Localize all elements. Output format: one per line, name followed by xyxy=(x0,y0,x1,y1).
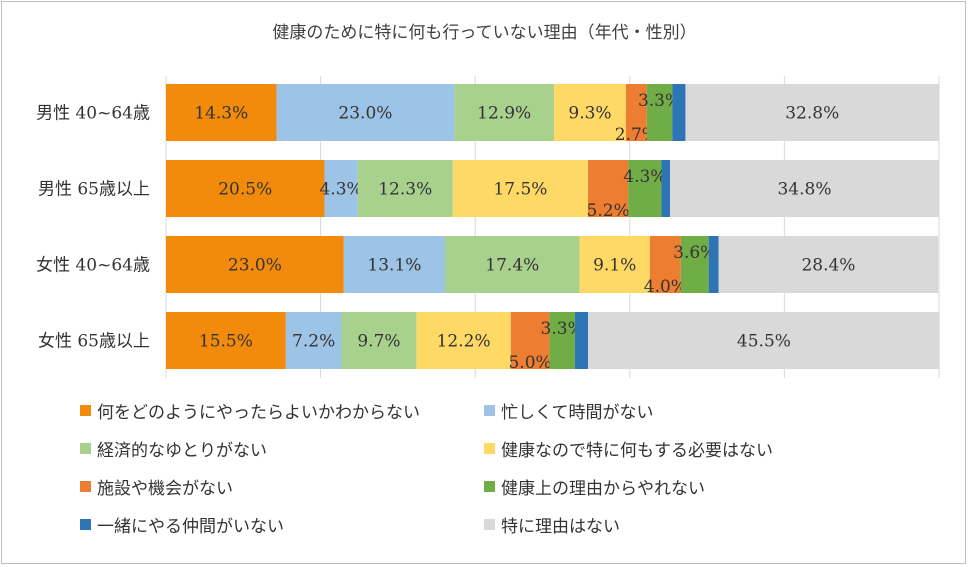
bar-segment xyxy=(685,84,939,141)
legend-swatch xyxy=(80,405,91,416)
bar-segment xyxy=(285,312,342,369)
legend-item: 健康なので特に何もする必要はない xyxy=(484,436,773,461)
legend-swatch xyxy=(80,481,91,492)
bar-segment xyxy=(549,312,575,369)
bar-segment xyxy=(454,84,555,141)
category-label: 男性 40~64歳 xyxy=(36,104,150,124)
data-label: 3.3% xyxy=(638,91,681,111)
bar-segment xyxy=(669,160,939,217)
bar-segment xyxy=(625,84,647,141)
legend-item: 健康上の理由からやれない xyxy=(484,474,705,499)
legend-item: 特に理由はない xyxy=(484,512,620,537)
data-label: 14.3% xyxy=(194,104,248,124)
legend-swatch xyxy=(484,519,495,530)
data-label: 23.0% xyxy=(338,104,392,124)
bar-segment xyxy=(588,312,940,369)
legend-label: 健康上の理由からやれない xyxy=(501,479,705,499)
bar-segment xyxy=(680,236,709,293)
data-label: 12.2% xyxy=(437,332,491,352)
data-label: 32.8% xyxy=(785,104,839,124)
data-label: 23.0% xyxy=(228,256,282,276)
data-label: 13.1% xyxy=(367,256,421,276)
legend-swatch xyxy=(484,405,495,416)
data-label: 7.2% xyxy=(292,332,335,352)
bar-segment xyxy=(554,84,626,141)
bar-segment xyxy=(166,236,344,293)
category-label: 男性 65歳以上 xyxy=(38,180,150,200)
bar-segment xyxy=(718,236,939,293)
data-label: 34.8% xyxy=(777,180,831,200)
data-label: 9.7% xyxy=(357,332,400,352)
bar-segment xyxy=(166,84,277,141)
bar-segment xyxy=(628,160,662,217)
bar-segment xyxy=(510,312,550,369)
data-label: 17.4% xyxy=(485,256,539,276)
data-label: 4.3% xyxy=(319,180,362,200)
bar-segment xyxy=(276,84,455,141)
category-label: 女性 65歳以上 xyxy=(38,332,150,352)
legend-label: 特に理由はない xyxy=(501,517,620,537)
bar-segment xyxy=(166,312,286,369)
data-label: 12.9% xyxy=(477,104,531,124)
legend-item: 施設や機会がない xyxy=(80,474,233,499)
data-label: 4.0% xyxy=(644,277,687,297)
legend-label: 忙しくて時間がない xyxy=(501,403,654,423)
data-label: 28.4% xyxy=(801,256,855,276)
data-label: 20.5% xyxy=(218,180,272,200)
data-label: 5.2% xyxy=(587,201,630,221)
data-label: 9.3% xyxy=(568,104,611,124)
bar-segment xyxy=(646,84,673,141)
bar-segment xyxy=(579,236,650,293)
bar-segment xyxy=(661,160,670,217)
data-label: 5.0% xyxy=(508,353,551,373)
chart-title: 健康のために特に何も行っていない理由（年代・性別） xyxy=(272,23,697,43)
bar-segment xyxy=(672,84,686,141)
data-label: 4.3% xyxy=(623,167,666,187)
bar-segment xyxy=(574,312,589,369)
legend-item: 忙しくて時間がない xyxy=(484,398,654,423)
legend-label: 経済的なゆとりがない xyxy=(97,441,267,461)
legend-label: 一緒にやる仲間がいない xyxy=(97,517,284,537)
legend-item: 何をどのようにやったらよいかわからない xyxy=(80,398,420,423)
data-label: 45.5% xyxy=(737,332,791,352)
bar-segment xyxy=(166,160,325,217)
data-label: 3.6% xyxy=(673,243,716,263)
legend-label: 健康なので特に何もする必要はない xyxy=(501,441,773,461)
bar-segment xyxy=(341,312,417,369)
legend-label: 施設や機会がない xyxy=(97,479,233,499)
category-label: 女性 40~64歳 xyxy=(36,256,150,276)
data-label: 3.3% xyxy=(541,319,584,339)
bar-segment xyxy=(445,236,580,293)
legend-swatch xyxy=(484,481,495,492)
bar-segment xyxy=(588,160,629,217)
legend-swatch xyxy=(80,443,91,454)
legend-item: 経済的なゆとりがない xyxy=(80,436,267,461)
bar-segment xyxy=(649,236,681,293)
legend-swatch xyxy=(484,443,495,454)
data-label: 12.3% xyxy=(378,180,432,200)
legend-item: 一緒にやる仲間がいない xyxy=(80,512,284,537)
bar-segment xyxy=(416,312,511,369)
bar-segment xyxy=(324,160,358,217)
data-label: 15.5% xyxy=(199,332,253,352)
bar-segment xyxy=(452,160,589,217)
data-label: 9.1% xyxy=(593,256,636,276)
bar-segment xyxy=(357,160,453,217)
legend-label: 何をどのようにやったらよいかわからない xyxy=(97,403,420,423)
data-label: 17.5% xyxy=(493,180,547,200)
legend-swatch xyxy=(80,519,91,530)
bar-segment xyxy=(708,236,719,293)
bar-segment xyxy=(343,236,446,293)
